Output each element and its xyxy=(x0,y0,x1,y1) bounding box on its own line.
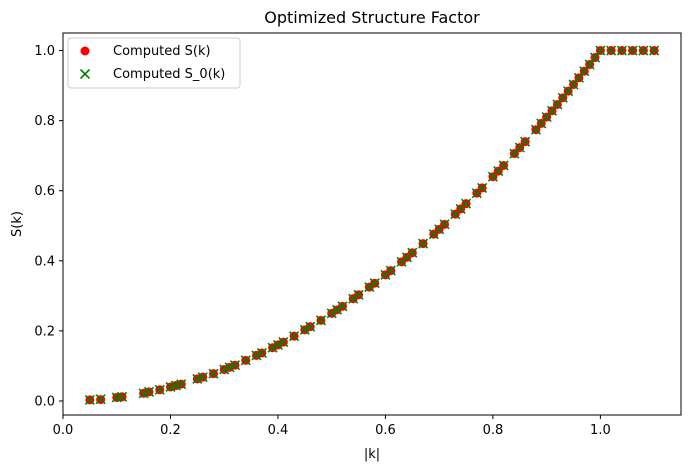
x-tick-label: 1.0 xyxy=(590,423,611,438)
data-point-x xyxy=(229,360,241,371)
y-tick-label: 0.4 xyxy=(34,254,55,269)
series-1 xyxy=(84,45,660,405)
data-point-x xyxy=(557,92,568,103)
data-point-x xyxy=(616,45,627,56)
legend-label-series-1: Computed S_0(k) xyxy=(113,67,225,82)
x-tick-label: 0.2 xyxy=(160,423,181,438)
data-point-x xyxy=(315,315,327,326)
data-point-x xyxy=(385,265,396,276)
data-point-x xyxy=(584,59,595,70)
data-point-x xyxy=(460,198,472,209)
data-point-x xyxy=(552,99,563,110)
y-tick-label: 0.2 xyxy=(34,324,55,339)
data-point-x xyxy=(332,304,343,315)
data-point-x xyxy=(208,368,219,379)
legend: Computed S(k) Computed S_0(k) xyxy=(67,37,241,89)
plot-frame xyxy=(62,32,682,416)
data-point-x xyxy=(240,355,251,366)
x-tick-label: 0.0 xyxy=(53,423,74,438)
data-point-x xyxy=(272,339,284,350)
legend-box xyxy=(67,37,241,89)
data-point-x xyxy=(95,394,106,405)
data-point-x xyxy=(299,324,310,335)
data-point-x xyxy=(278,337,289,348)
data-point-x xyxy=(143,386,155,397)
x-tick-label: 0.6 xyxy=(375,423,396,438)
data-point-x xyxy=(595,45,606,56)
y-axis: 0.0 0.2 0.4 0.6 0.8 1.0 xyxy=(34,44,63,409)
x-axis-label: |k| xyxy=(364,447,380,462)
data-point-x xyxy=(649,45,660,56)
x-axis: 0.0 0.2 0.4 0.6 0.8 1.0 xyxy=(53,415,611,438)
data-point-x xyxy=(289,331,300,342)
data-point-x xyxy=(439,219,450,230)
data-point-x xyxy=(563,86,574,97)
data-point-x xyxy=(638,45,649,56)
data-point-x xyxy=(407,247,418,258)
data-point-x xyxy=(520,136,531,147)
data-point-x xyxy=(348,293,359,304)
data-point-x xyxy=(606,45,617,56)
data-point-x xyxy=(251,350,262,361)
data-point-x xyxy=(267,342,278,353)
data-point-x xyxy=(589,52,601,63)
data-point-x xyxy=(256,347,267,359)
x-tick-label: 0.4 xyxy=(268,423,289,438)
y-axis-label: S(k) xyxy=(10,211,25,237)
data-point-x xyxy=(579,66,590,77)
data-point-x xyxy=(154,384,165,395)
data-point-x xyxy=(117,391,128,402)
y-tick-label: 0.6 xyxy=(34,184,55,199)
data-point-x xyxy=(364,282,375,293)
data-point-x xyxy=(417,238,429,249)
y-tick-label: 0.8 xyxy=(34,114,55,129)
data-point-x xyxy=(353,289,364,300)
data-point-x xyxy=(477,182,488,193)
plot-area xyxy=(63,33,681,415)
legend-label-series-0: Computed S(k) xyxy=(113,44,211,59)
data-point-x xyxy=(568,79,579,90)
legend-marker-circle xyxy=(80,46,90,56)
chart-title: Optimized Structure Factor xyxy=(264,8,480,27)
series-layer xyxy=(84,45,660,405)
legend-marker-x xyxy=(79,68,91,80)
data-point-x xyxy=(219,364,230,375)
data-point-x xyxy=(305,321,316,332)
data-point-x xyxy=(337,301,348,312)
data-point-x xyxy=(84,394,95,405)
data-point-x xyxy=(197,372,208,383)
data-point-x xyxy=(369,278,380,289)
data-point-x xyxy=(627,45,638,56)
data-point-x xyxy=(380,269,391,280)
data-point-x xyxy=(498,160,509,171)
y-tick-label: 1.0 xyxy=(34,44,55,59)
data-point-x xyxy=(176,379,187,390)
data-point-x xyxy=(326,308,337,319)
data-point-x xyxy=(573,72,584,83)
y-tick-label: 0.0 xyxy=(34,394,55,409)
data-point-x xyxy=(224,362,235,373)
x-tick-label: 0.8 xyxy=(483,423,504,438)
